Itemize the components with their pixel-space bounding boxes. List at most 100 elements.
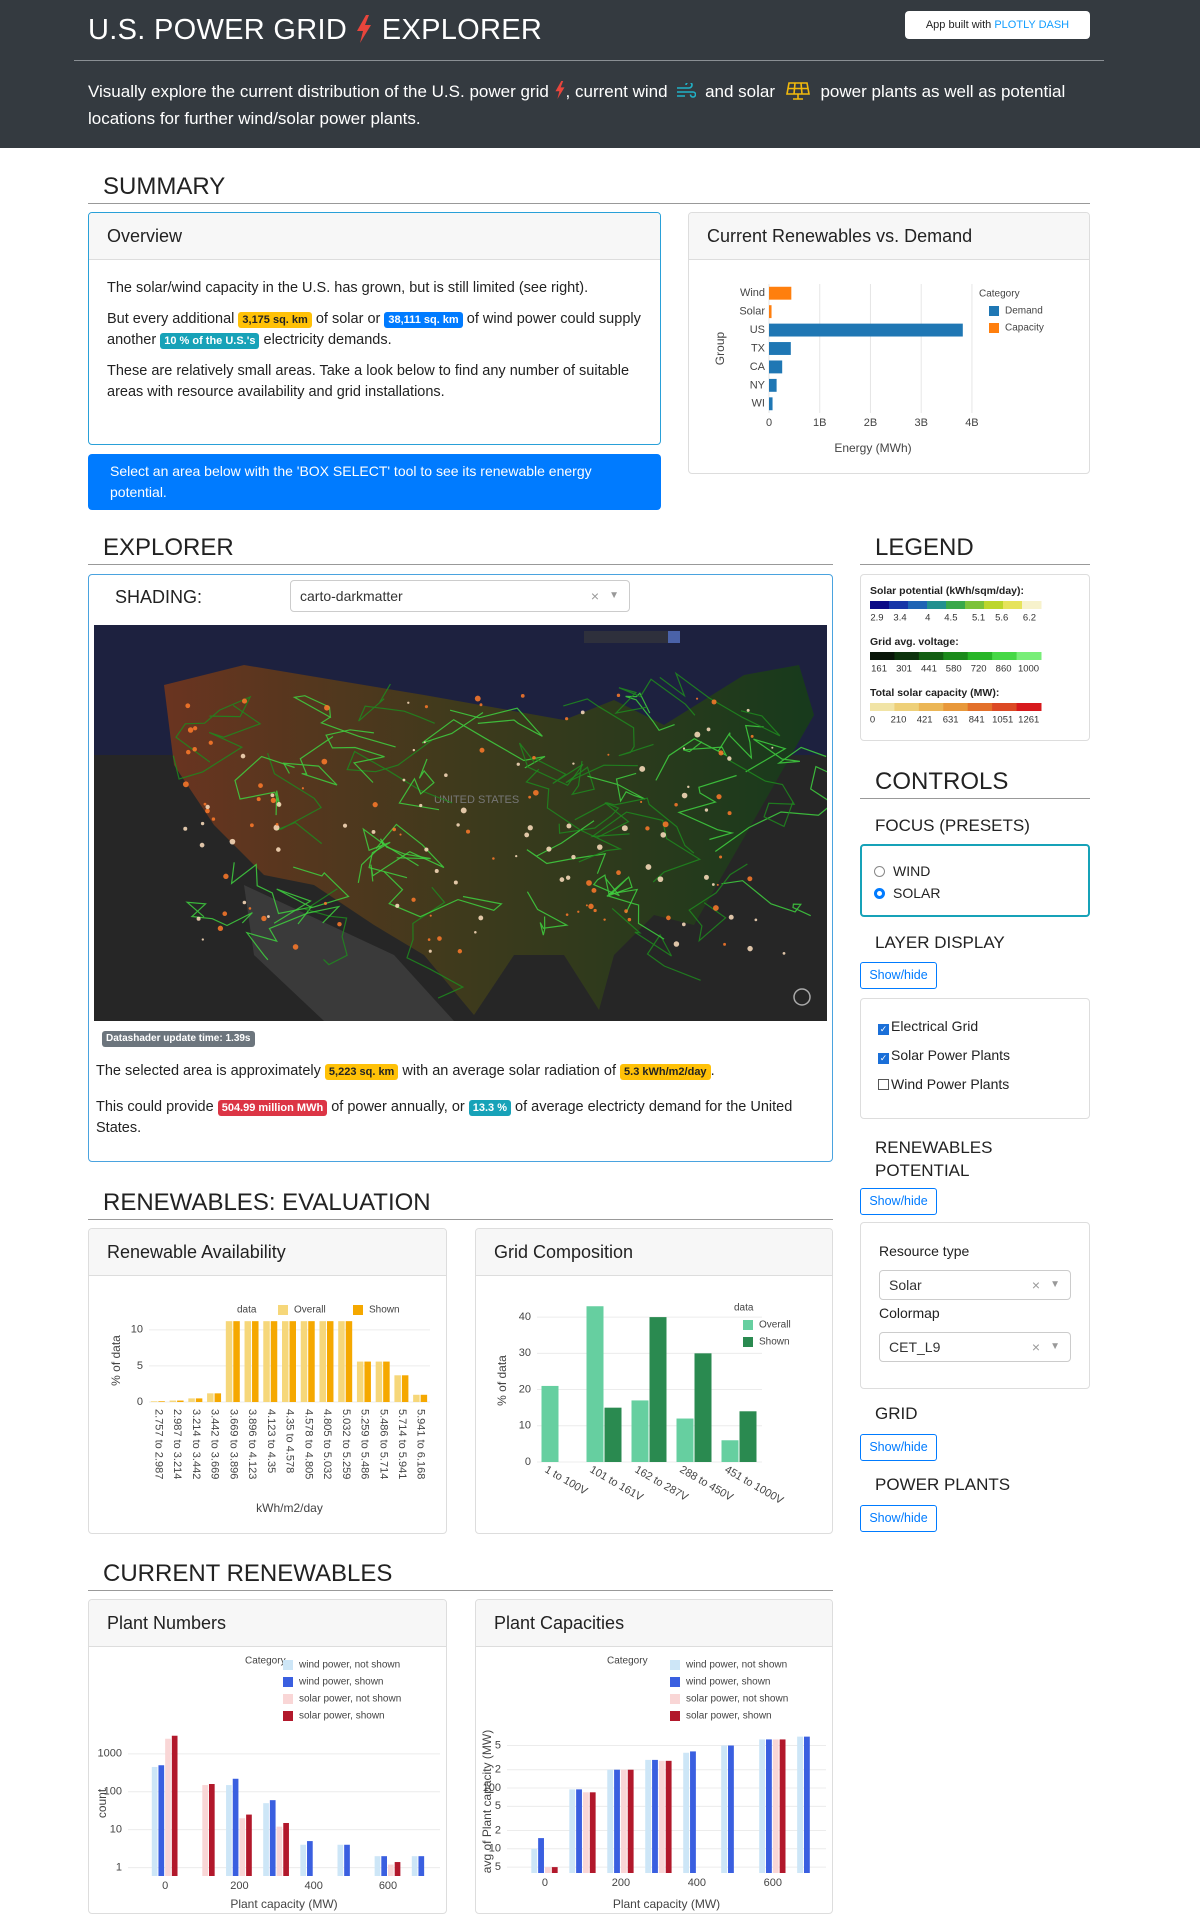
plant-dot [711,699,717,705]
grid-line-decor [358,683,435,724]
control-label: GRID [875,1404,918,1423]
plant-dot [607,753,610,756]
plant-dot [639,765,646,772]
card-title: Renewable Availability [89,1229,446,1276]
x-axis-title: Plant capacity (MW) [230,1897,337,1911]
control-label: LAYER DISPLAY [875,933,1005,952]
plant-dot [565,875,571,880]
y-tick-label: 100 [104,1786,122,1798]
toggle-button[interactable]: Show/hide [860,962,937,989]
plant-dot [205,804,210,810]
text: carto-darkmatter [300,588,403,604]
grid-line-decor [558,802,630,839]
plant-dot [203,802,207,806]
plant-dot [324,704,330,711]
chart-card: Renewable Availability 0 5 10 2.757 to 2.98… [88,1228,447,1534]
bar [418,1856,425,1876]
bar [356,1361,364,1402]
overview-card: Overview The solar/wind capacity in the … [88,212,661,445]
plant-dot [321,758,328,765]
bar [769,305,772,319]
text: power plants as well as potential locati… [88,82,1066,128]
colorbar-tick-label: 0 [870,715,875,726]
colorbar-segment [927,601,947,609]
radio-option[interactable]: SOLAR [874,885,940,901]
plant-dot [229,838,236,845]
toggle-button[interactable]: Show/hide [860,1188,937,1215]
radio-label: WIND [893,863,931,879]
chart-card: Plant Capacities 5 10 2 5 100 2 5 0 200 400 600 Pla… [475,1599,833,1914]
bar [394,1375,401,1402]
modebar-button[interactable] [668,631,680,643]
checkbox-option[interactable]: ✓ Electrical Grid [878,1018,978,1035]
bar [169,1400,177,1402]
bar [233,1321,240,1402]
colorbar-tick-label: 4.5 [944,613,957,624]
bar [721,1440,739,1462]
checkbox-option[interactable]: ✓ Solar Power Plants [878,1047,1010,1064]
bar [604,1407,622,1462]
toggle-button[interactable]: Show/hide [860,1434,937,1461]
info-icon[interactable] [793,988,811,1006]
plant-dot [516,762,520,766]
plant-dot [682,747,686,750]
bar [381,1856,387,1876]
toggle-button[interactable]: Show/hide [860,1505,937,1532]
bar [195,1398,203,1402]
legend-label: Shown [759,1337,790,1348]
plant-dot [591,887,597,893]
checkbox-option[interactable]: Wind Power Plants [878,1076,1009,1092]
bar [769,360,783,374]
plant-dot [242,900,247,905]
colormap-dropdown[interactable]: CET_L9 × ▼ [879,1332,1071,1362]
resource-dropdown[interactable]: Solar × ▼ [879,1270,1071,1300]
text: 3,175 sq. km [238,312,312,328]
legend-swatch [353,1305,363,1315]
grid-line-decor [449,707,543,737]
y-tick-label: CA [750,361,766,373]
colorbar-segment [894,703,920,711]
bar [772,1739,779,1873]
bar [282,1321,289,1402]
x-axis-title: Plant capacity (MW) [613,1897,720,1911]
shading-dropdown[interactable]: carto-darkmatter × ▼ [290,580,630,612]
y-tick-label: 2 [495,1764,501,1776]
y-tick-label: 10 [519,1420,531,1432]
bar [779,1739,786,1873]
bar [401,1375,409,1402]
colorbar-segment [908,601,928,609]
dash-badge[interactable]: App built with PLOTLY DASH [905,11,1090,39]
chart: 0 5 10 2.757 to 2.987 2.987 to 3.214 3.214 to… [109,1305,430,1515]
plant-dot [566,823,572,829]
element: ▼ [609,590,619,601]
legend-card: Solar potential (kWh/sqm/day): 2.9 3.4 4 4.5… [860,574,1090,741]
text: of power annually, or [331,1099,465,1115]
grid-line-decor [245,905,341,961]
y-tick-label: 0 [137,1396,143,1408]
plant-dot [603,918,606,921]
checkbox: ✓ [878,1053,889,1064]
colorbar-segment [992,703,1018,711]
y-tick-label: US [750,324,765,336]
grid-line-decor [614,678,696,716]
overview-body: The solar/wind capacity in the U.S. has … [89,260,660,413]
plant-dot [182,781,189,788]
plant-dot [199,842,205,848]
plant-dot [660,832,667,838]
colorbar-segment [870,703,895,711]
radio-option[interactable]: WIND [874,863,930,879]
legend-swatch [283,1711,293,1721]
element [172,671,827,999]
plant-dot [580,710,585,715]
colorbar-segment [992,652,1018,660]
grid-line-decor [185,901,253,927]
section-heading: LEGEND [860,533,1090,565]
bar [769,397,773,411]
legend-swatch [283,1660,293,1670]
colorbar-segment [984,601,1004,609]
plant-dot [681,922,686,927]
result-line: The selected area is approximately 5,223… [96,1061,826,1082]
colorbar-tick-label: 441 [921,664,937,675]
bar [739,1411,757,1462]
bar [289,1321,296,1402]
